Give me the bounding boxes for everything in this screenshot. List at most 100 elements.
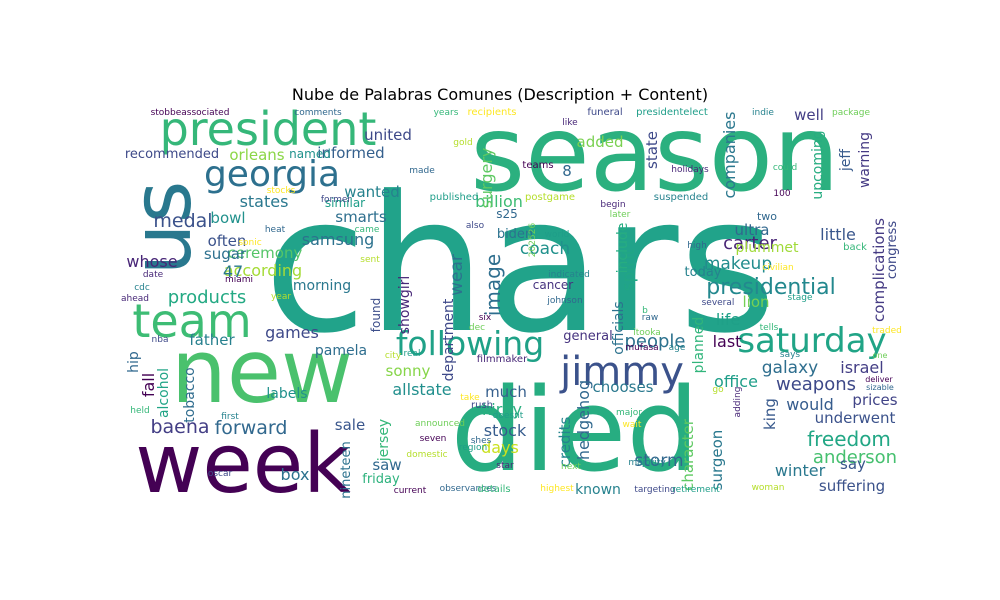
word-small-sonic: sonic [238, 238, 261, 248]
word-week: week [135, 417, 351, 512]
word-ultra: ultra [735, 221, 770, 239]
word-whose: whose [126, 252, 177, 271]
word-credits: credits [556, 416, 574, 467]
word-saturday: saturday [737, 321, 886, 361]
word-wear: wear [447, 254, 467, 296]
word-general: general [563, 329, 612, 344]
word-medal: medal [153, 210, 212, 232]
word-biden: biden [497, 227, 533, 242]
word-pamela: pamela [315, 343, 367, 359]
word-small-rush: rush [471, 400, 493, 411]
word-people: people [624, 331, 685, 352]
word-games: games [265, 323, 319, 342]
word-hip: hip [126, 351, 142, 373]
word-two: two [757, 210, 777, 223]
word-small-made: made [409, 166, 435, 176]
word-tobacco: tobacco [182, 367, 198, 422]
word-wanted: wanted [344, 183, 400, 201]
word-forward: forward [215, 417, 288, 439]
word-states: states [240, 192, 289, 211]
word-recommended: recommended [125, 147, 219, 162]
word-small-indicated: indicated [548, 270, 590, 280]
word-upcoming: upcoming [810, 130, 826, 199]
word-small-presidentelect: presidentelect [636, 107, 708, 118]
word-jeff: jeff [838, 149, 854, 173]
word-prices: prices [852, 391, 897, 409]
word-small-b: b [642, 306, 648, 316]
word-died: died [451, 364, 700, 498]
word-small-gold: gold [453, 138, 472, 148]
word-storm: storm [634, 451, 683, 471]
word-chooses: chooses [593, 378, 654, 396]
word-small-wait: wait [623, 420, 642, 430]
word-small-six: six [479, 313, 492, 323]
word-small-teams: teams [522, 160, 553, 171]
word-small-retirement: retirement [672, 485, 720, 495]
word-weapons: weapons [776, 374, 856, 395]
word-lion: lion [742, 293, 769, 311]
word-small-observances: observances [440, 484, 497, 494]
word-small-highest: highest [540, 484, 574, 494]
word-small-announced: announced [415, 419, 465, 429]
word-small-heat: heat [265, 225, 286, 235]
word-small-traded: traded [872, 326, 902, 336]
word-small-stocks: stocks [267, 186, 296, 196]
word-warning: warning [857, 132, 873, 188]
word-small-also: also [466, 221, 485, 231]
word-companies: companies [720, 112, 739, 199]
word-small-adding: adding [733, 387, 743, 418]
word-galaxy: galaxy [762, 358, 818, 378]
word-small-former: former [321, 195, 352, 205]
word-small-majority: majority [628, 458, 666, 468]
word-small-year: year [271, 292, 291, 302]
word-small-major: major [616, 408, 642, 418]
word-small-like: like [562, 118, 578, 128]
word-added: added [577, 133, 624, 151]
word-small-go: go [712, 385, 724, 395]
word-officials: officials [611, 301, 627, 354]
word-image: image [481, 254, 505, 316]
word-stock: stock [484, 421, 527, 440]
word-small-came: came [355, 225, 380, 235]
word-makeup: makeup [704, 254, 772, 274]
word-ceremony: ceremony [228, 244, 303, 262]
word-anderson: anderson [813, 447, 897, 468]
word-would: would [786, 395, 834, 414]
word-small-seven: seven [420, 434, 447, 444]
word-small-doesnt: doesnt [493, 411, 524, 421]
word-coach: coach [520, 239, 570, 259]
word-presidential: presidential [706, 275, 835, 300]
word-showgirl: showgirl [397, 276, 413, 335]
word-saw: saw [372, 456, 401, 474]
word-last: last [713, 332, 742, 351]
word-billion: billion [475, 192, 523, 211]
word-small-postgame: postgame [525, 192, 575, 203]
word-small-raw: raw [642, 313, 659, 323]
word-small-star: star [496, 461, 514, 471]
word-small-take: take [460, 393, 480, 403]
word-products: products [168, 287, 247, 308]
word-small-back: back [843, 242, 867, 253]
word-small-woman: woman [752, 483, 785, 493]
word-jimmy: jimmy [559, 349, 684, 395]
word-office: office [714, 372, 758, 391]
word-small-begin: begin [600, 200, 625, 210]
word-small-suspended: suspended [654, 192, 708, 203]
word-freedom: freedom [807, 427, 891, 451]
word-small-package: package [832, 108, 870, 118]
word-allstate: allstate [392, 380, 451, 399]
word-small-indie: indie [752, 108, 774, 118]
word-following: following [396, 324, 544, 363]
word-small-next: next [561, 462, 581, 472]
word-small-domestic: domestic [406, 450, 447, 460]
word-small-100: 100 [773, 189, 790, 199]
word-s25: s25 [496, 207, 518, 221]
word-georgia: georgia [204, 154, 340, 195]
word-small-nba: nba [152, 335, 169, 345]
word-king: king [761, 398, 779, 430]
word-team: team [132, 294, 251, 348]
word-spirit: spirit [619, 248, 639, 291]
word-known: known [575, 482, 621, 498]
word-often: often [208, 232, 247, 250]
word-department: department [441, 298, 457, 381]
